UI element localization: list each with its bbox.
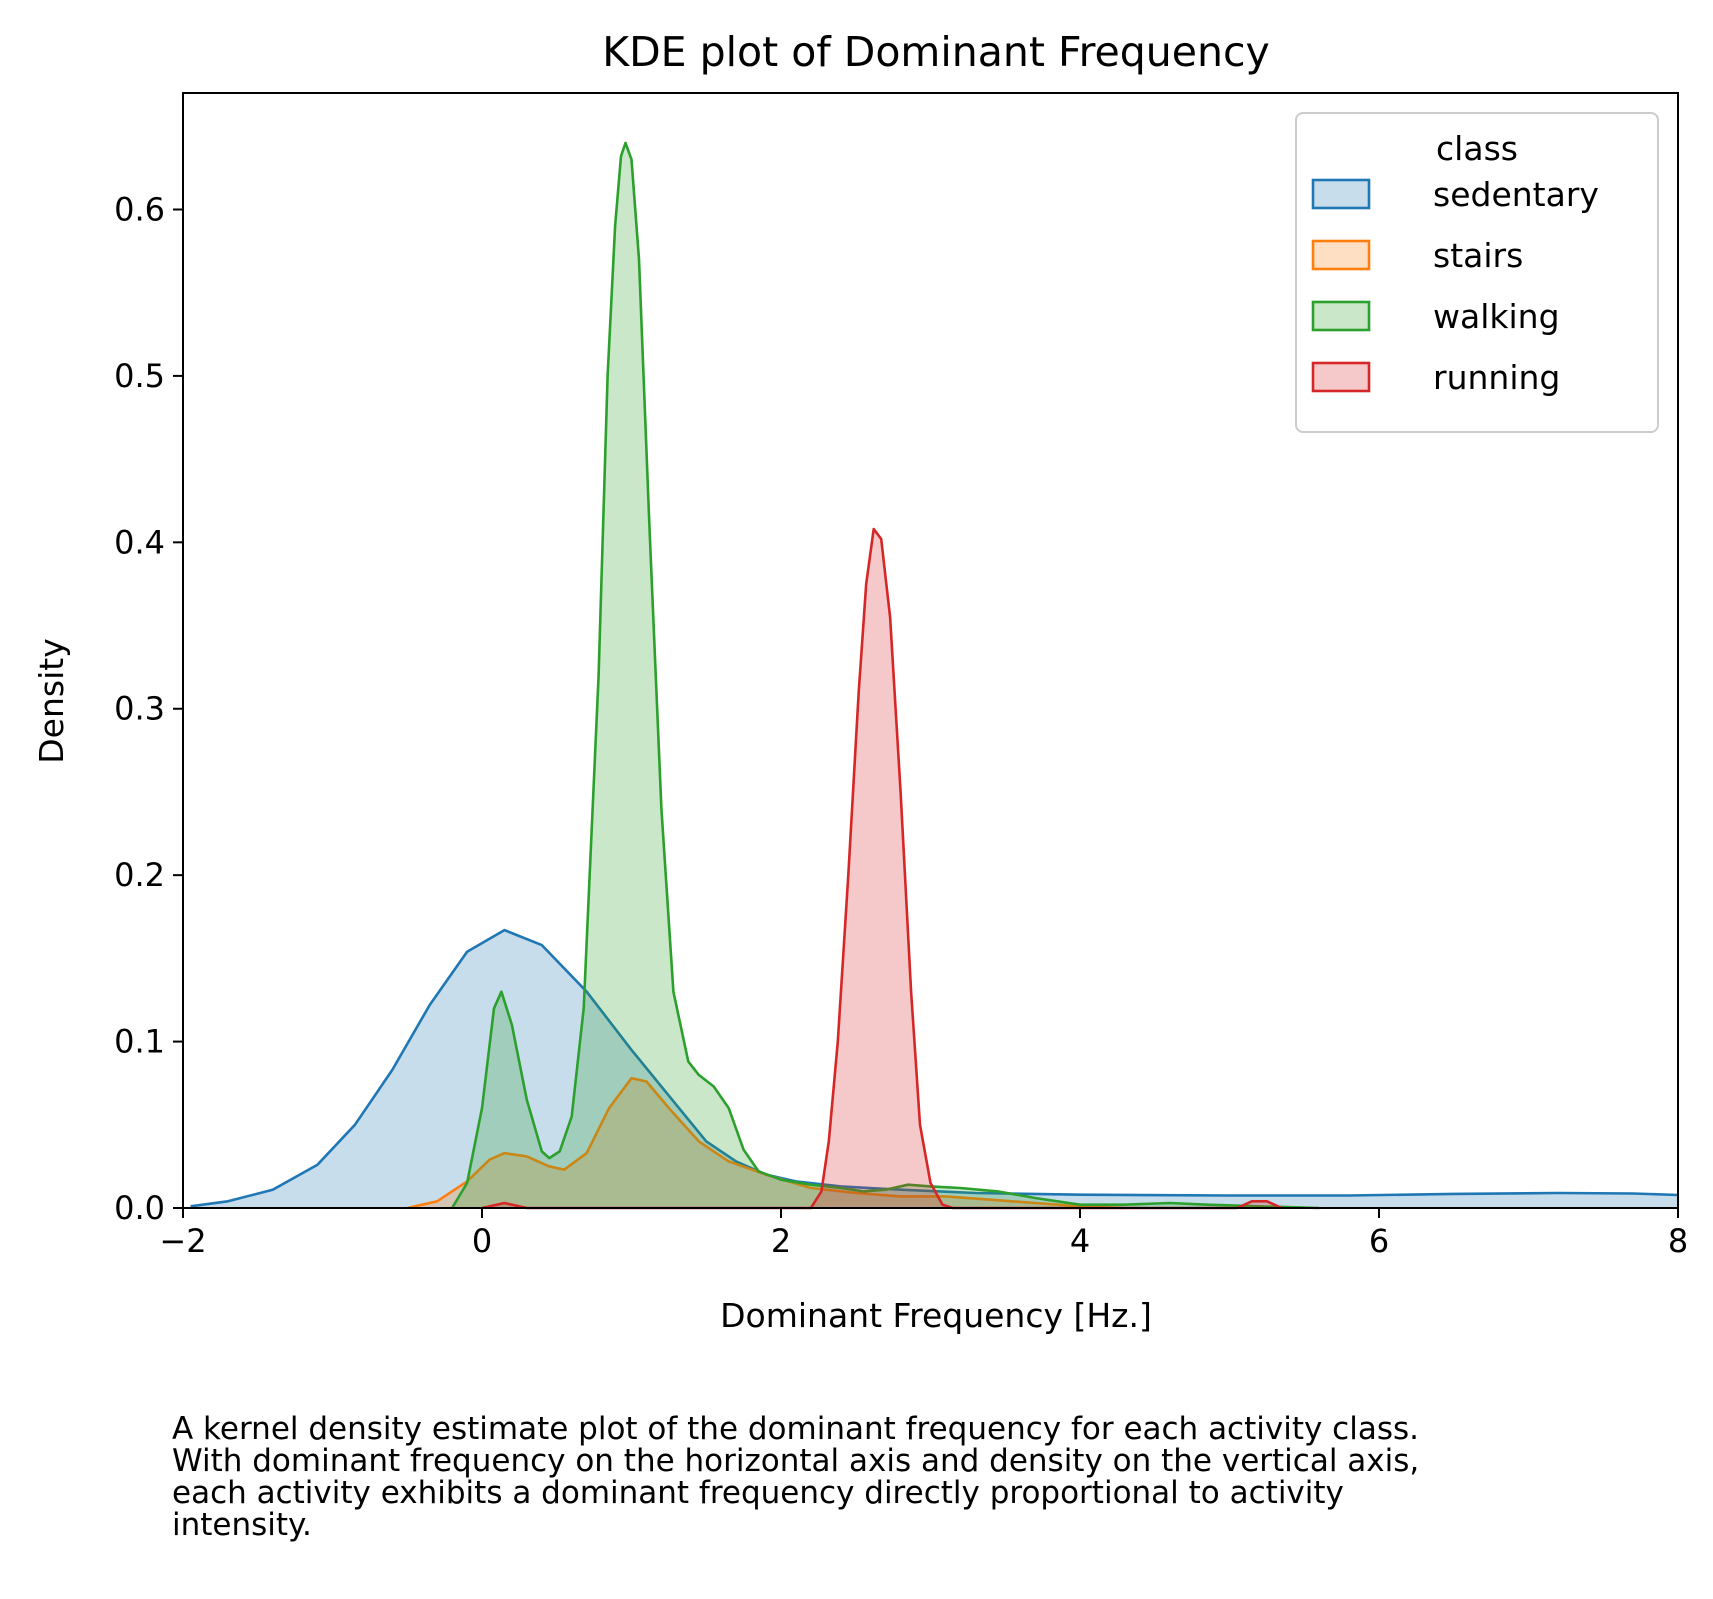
x-tick-label: 4 (1070, 1222, 1090, 1260)
legend-swatch-sedentary (1311, 178, 1371, 210)
y-tick-label: 0.0 (114, 1189, 165, 1227)
x-tick-label: 2 (771, 1222, 791, 1260)
caption-line: With dominant frequency on the horizonta… (172, 1443, 1420, 1479)
x-tick-label: −2 (159, 1222, 206, 1260)
caption-line: each activity exhibits a dominant freque… (172, 1475, 1344, 1511)
legend-title: class (1436, 129, 1518, 168)
chart-title: KDE plot of Dominant Frequency (602, 28, 1270, 76)
plot-frame (182, 92, 1679, 1209)
y-tick-label: 0.3 (114, 690, 165, 728)
x-tick-label: 0 (472, 1222, 492, 1260)
series-area-stairs (407, 1078, 1125, 1208)
series-line-walking (450, 141, 1320, 1210)
series-line-sedentary (190, 928, 1679, 1208)
x-tick-label: 8 (1668, 1222, 1688, 1260)
series-area-running (482, 529, 1282, 1208)
caption-line: A kernel density estimate plot of the do… (172, 1411, 1419, 1447)
legend-items: sedentary stairs walking running (1311, 175, 1599, 397)
y-tick-label: 0.6 (114, 190, 165, 228)
legend-label-stairs: stairs (1433, 236, 1523, 275)
legend: class sedentary stairs walking running (1295, 112, 1659, 433)
y-tick-label: 0.2 (114, 856, 165, 894)
x-tick-label: 6 (1369, 1222, 1389, 1260)
legend-label-running: running (1433, 358, 1560, 397)
y-tick-label: 0.5 (114, 357, 165, 395)
x-axis-label: Dominant Frequency [Hz.] (720, 1296, 1152, 1335)
y-axis-label: Density (32, 638, 71, 763)
legend-frame (1295, 112, 1659, 433)
series-area-sedentary (190, 930, 1678, 1208)
y-tick-label: 0.4 (114, 523, 165, 561)
y-tick-label: 0.1 (114, 1023, 165, 1061)
legend-swatch-running (1311, 361, 1371, 393)
legend-swatch-walking (1311, 300, 1371, 332)
caption-line: intensity. (172, 1507, 312, 1543)
figure-caption: A kernel density estimate plot of the do… (172, 1413, 1702, 1541)
axes-layer: −2 0 2 4 6 8 0.0 0.1 0.2 0.3 0.4 0.5 0.6 (114, 92, 1688, 1260)
legend-swatch-stairs (1311, 239, 1371, 271)
legend-label-sedentary: sedentary (1433, 175, 1599, 214)
legend-label-walking: walking (1433, 297, 1560, 336)
series-line-stairs (407, 1076, 1125, 1210)
